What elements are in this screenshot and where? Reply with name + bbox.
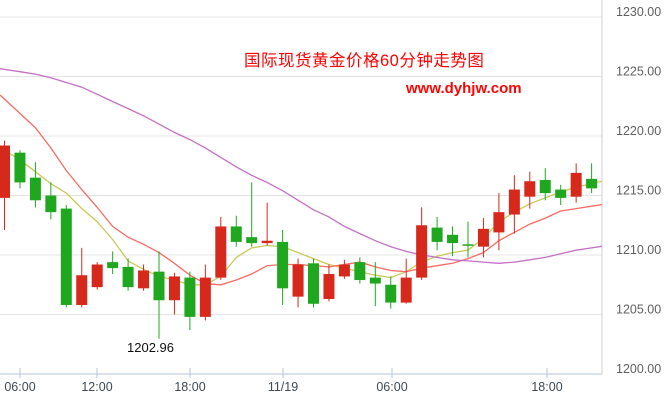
candle-body [76,275,88,305]
y-axis-label: 1220.00 [616,124,661,138]
candle-body [462,244,474,246]
y-axis-label: 1225.00 [616,65,661,79]
candle-body [246,237,258,244]
x-axis-label: 12:00 [81,380,112,394]
candle-body [493,212,505,233]
ma-line-long [0,68,603,264]
site-watermark: www.dyhjw.com [406,80,522,97]
candle-body [338,264,350,277]
candle-body [431,227,443,242]
x-axis-label: 18:00 [531,380,562,394]
candle-body [508,189,520,215]
x-axis-label: 06:00 [376,380,407,394]
chart-title: 国际现货黄金价格60分钟走势图 [244,52,485,70]
x-axis-label: 18:00 [174,380,205,394]
candle-body [138,270,150,289]
candle-body [308,263,319,304]
candle-body [215,226,227,278]
candle-body [555,189,567,198]
candle-body [369,277,381,284]
candle-body [153,271,165,301]
candle-body [199,277,211,317]
candle-body [385,284,397,303]
candle-body [45,195,57,213]
y-axis-label: 1205.00 [616,303,661,317]
candle-body [477,228,489,247]
candle-body [168,276,180,301]
candle-body [122,266,134,288]
candle-body [416,225,428,278]
candle-body [447,234,459,244]
low-price-annotation: 1202.96 [127,340,174,355]
candle-body [524,181,536,197]
candle-body [261,240,273,244]
candle-body [0,145,10,198]
candle-body [323,274,335,300]
candle-body [60,208,72,305]
y-axis-label: 1215.00 [616,184,661,198]
candle-body [230,226,242,242]
candle-body [292,264,304,297]
y-axis-label: 1210.00 [616,243,661,257]
candle-body [29,177,41,201]
candle-body [400,277,412,303]
candle-body [107,262,119,269]
y-axis-label: 1200.00 [616,362,661,376]
candle-body [586,178,598,189]
candle-body [354,262,366,280]
y-axis-label: 1230.00 [616,5,661,19]
candle-body [14,152,26,183]
candle-body [539,180,551,194]
candle-body [570,172,582,197]
x-axis-label: 11/19 [268,380,298,394]
candle-body [184,277,196,317]
x-axis-label: 06:00 [4,380,35,394]
candle-body [91,264,103,288]
candle-body [277,241,289,289]
